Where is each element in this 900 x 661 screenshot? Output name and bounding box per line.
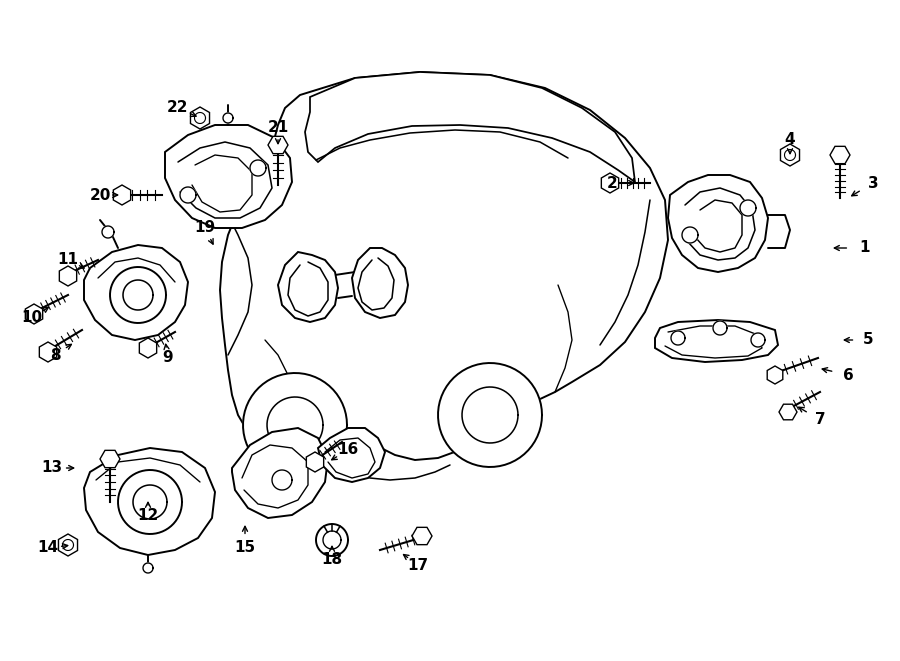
Polygon shape: [220, 72, 668, 460]
Polygon shape: [272, 470, 292, 490]
Polygon shape: [84, 245, 188, 340]
Polygon shape: [751, 333, 765, 347]
Polygon shape: [601, 173, 618, 193]
Text: 5: 5: [863, 332, 873, 348]
Polygon shape: [462, 387, 518, 443]
Text: 3: 3: [868, 176, 878, 190]
Polygon shape: [110, 267, 166, 323]
Text: 7: 7: [814, 412, 825, 428]
Polygon shape: [191, 107, 210, 129]
Polygon shape: [140, 338, 157, 358]
Polygon shape: [243, 373, 347, 477]
Text: 8: 8: [50, 348, 60, 362]
Text: 17: 17: [408, 557, 428, 572]
Polygon shape: [102, 226, 114, 238]
Text: 12: 12: [138, 508, 158, 524]
Polygon shape: [59, 266, 76, 286]
Polygon shape: [305, 72, 635, 182]
Polygon shape: [438, 363, 542, 467]
Polygon shape: [84, 448, 215, 555]
Polygon shape: [194, 112, 205, 124]
Polygon shape: [668, 175, 768, 272]
Polygon shape: [40, 342, 57, 362]
Text: 18: 18: [321, 553, 343, 568]
Text: 4: 4: [785, 132, 796, 147]
Text: 10: 10: [22, 311, 42, 325]
Polygon shape: [671, 331, 685, 345]
Polygon shape: [113, 185, 130, 205]
Polygon shape: [165, 125, 292, 228]
Polygon shape: [123, 280, 153, 310]
Text: 16: 16: [338, 442, 358, 457]
Polygon shape: [58, 534, 77, 556]
Polygon shape: [232, 428, 328, 518]
Polygon shape: [306, 452, 324, 472]
Text: 21: 21: [267, 120, 289, 136]
Polygon shape: [268, 136, 288, 153]
Polygon shape: [779, 405, 797, 420]
Polygon shape: [352, 248, 408, 318]
Polygon shape: [118, 470, 182, 534]
Polygon shape: [25, 304, 42, 324]
Text: 22: 22: [167, 100, 189, 116]
Text: 14: 14: [38, 541, 58, 555]
Polygon shape: [143, 563, 153, 573]
Polygon shape: [412, 527, 432, 545]
Polygon shape: [785, 149, 796, 161]
Polygon shape: [278, 252, 338, 322]
Polygon shape: [682, 227, 698, 243]
Polygon shape: [223, 113, 233, 123]
Polygon shape: [267, 397, 323, 453]
Polygon shape: [713, 321, 727, 335]
Polygon shape: [830, 146, 850, 164]
Text: 1: 1: [860, 241, 870, 256]
Text: 11: 11: [58, 253, 78, 268]
Text: 13: 13: [41, 461, 63, 475]
Text: 20: 20: [89, 188, 111, 202]
Polygon shape: [133, 485, 167, 519]
Polygon shape: [780, 144, 799, 166]
Text: 15: 15: [234, 541, 256, 555]
Polygon shape: [655, 320, 778, 362]
Polygon shape: [740, 200, 756, 216]
Text: 6: 6: [842, 368, 853, 383]
Text: 19: 19: [194, 221, 216, 235]
Text: 2: 2: [607, 176, 617, 190]
Text: 9: 9: [163, 350, 174, 366]
Polygon shape: [323, 531, 341, 549]
Polygon shape: [62, 539, 74, 551]
Polygon shape: [250, 160, 266, 176]
Polygon shape: [100, 450, 120, 468]
Polygon shape: [316, 524, 348, 556]
Polygon shape: [318, 428, 385, 482]
Polygon shape: [767, 366, 783, 384]
Polygon shape: [180, 187, 196, 203]
